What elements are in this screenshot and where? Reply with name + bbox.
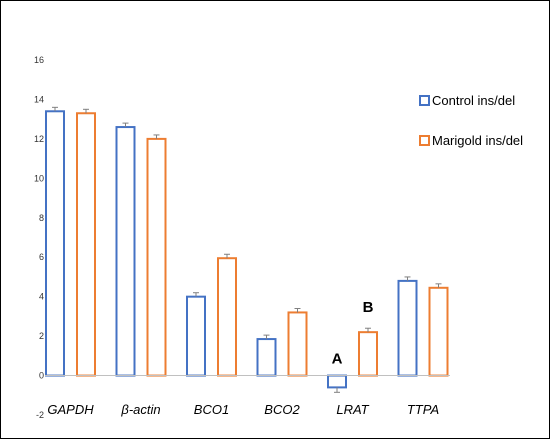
y-tick-label: 8 <box>39 213 44 223</box>
x-axis-tick-labels: GAPDH β-actin BCO1 BCO2 LRAT TTPA <box>47 402 439 417</box>
annotation-label: B <box>363 299 374 316</box>
y-tick-label: 4 <box>39 292 44 302</box>
bar <box>45 110 65 377</box>
bar <box>397 279 418 377</box>
x-tick-label: BCO2 <box>264 402 300 417</box>
bar <box>327 374 347 389</box>
bar <box>287 311 308 377</box>
y-tick-label: 10 <box>34 173 44 183</box>
bar <box>256 338 277 377</box>
legend-label: Marigold ins/del <box>432 133 523 148</box>
y-tick-label: 12 <box>34 134 44 144</box>
legend: Control ins/del Marigold ins/del <box>419 93 523 148</box>
legend-swatch <box>419 135 430 146</box>
bar <box>186 295 206 377</box>
bars <box>45 110 449 389</box>
y-tick-label: 16 <box>34 55 44 65</box>
y-tick-label: 0 <box>39 371 44 381</box>
x-tick-label: BCO1 <box>194 402 229 417</box>
y-tick-label: 6 <box>39 252 44 262</box>
annotations: AB <box>332 299 374 367</box>
bar <box>146 137 167 377</box>
bar <box>115 126 136 377</box>
bar <box>358 331 378 377</box>
x-tick-label: LRAT <box>336 402 369 417</box>
bar <box>428 286 449 377</box>
x-tick-label: TTPA <box>407 402 439 417</box>
y-tick-label: 2 <box>39 331 44 341</box>
x-tick-label: β-actin <box>120 402 160 417</box>
bar <box>76 112 96 377</box>
bar <box>217 257 237 377</box>
y-tick-label: 14 <box>34 94 44 104</box>
legend-swatch <box>419 95 430 106</box>
x-tick-label: GAPDH <box>47 402 94 417</box>
y-axis-tick-labels: -2 0 2 4 6 8 10 12 14 16 <box>34 55 44 420</box>
y-tick-label: -2 <box>36 410 44 420</box>
error-bars <box>52 106 442 393</box>
legend-label: Control ins/del <box>432 93 515 108</box>
annotation-label: A <box>332 351 343 368</box>
